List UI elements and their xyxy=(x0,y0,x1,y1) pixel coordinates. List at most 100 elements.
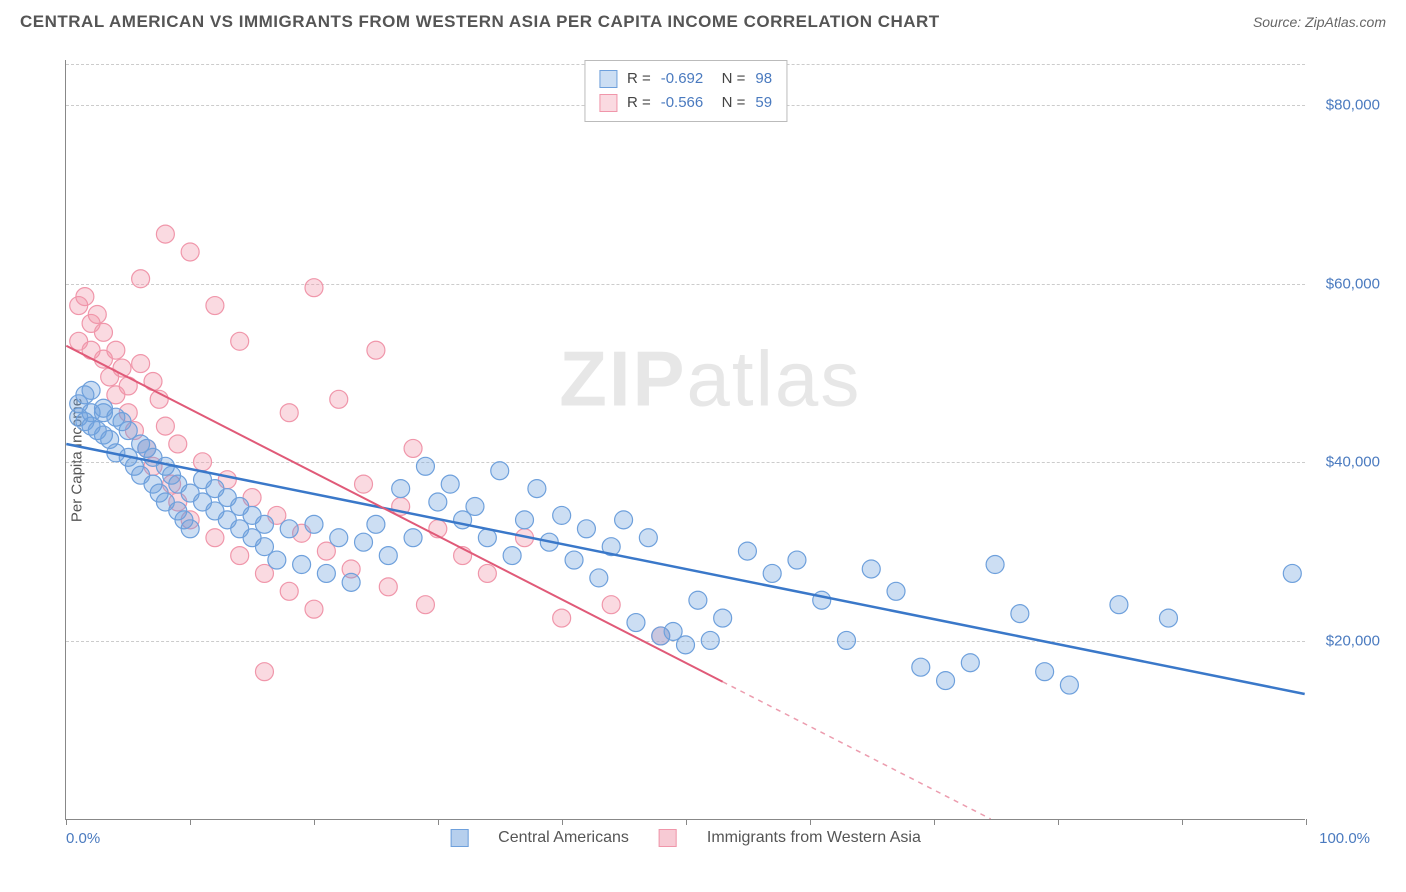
data-point xyxy=(491,462,509,480)
x-axis-min-label: 0.0% xyxy=(66,830,100,847)
data-point xyxy=(342,573,360,591)
data-point xyxy=(912,658,930,676)
data-point xyxy=(1159,609,1177,627)
data-point xyxy=(1110,596,1128,614)
data-point xyxy=(367,515,385,533)
trend-line-extrapolated xyxy=(723,682,991,819)
data-point xyxy=(305,600,323,618)
stat-row-series-2: R = -0.566 N = 59 xyxy=(599,91,772,115)
y-tick-label: $40,000 xyxy=(1326,454,1380,471)
bottom-legend: Central Americans Immigrants from Wester… xyxy=(450,829,921,847)
data-point xyxy=(305,279,323,297)
data-point xyxy=(837,631,855,649)
x-tick xyxy=(438,819,439,825)
data-point xyxy=(478,564,496,582)
x-tick xyxy=(810,819,811,825)
data-point xyxy=(887,582,905,600)
data-point xyxy=(763,564,781,582)
data-point xyxy=(181,243,199,261)
x-tick xyxy=(1182,819,1183,825)
data-point xyxy=(280,582,298,600)
data-point xyxy=(714,609,732,627)
data-point xyxy=(169,435,187,453)
data-point xyxy=(466,497,484,515)
data-point xyxy=(392,480,410,498)
data-point xyxy=(986,556,1004,574)
data-point xyxy=(416,457,434,475)
x-axis-max-label: 100.0% xyxy=(1319,830,1370,847)
data-point xyxy=(738,542,756,560)
data-point xyxy=(107,341,125,359)
data-point xyxy=(429,493,447,511)
legend-label-1: Central Americans xyxy=(498,829,629,847)
data-point xyxy=(156,417,174,435)
x-tick xyxy=(1306,819,1307,825)
data-point xyxy=(937,672,955,690)
data-point xyxy=(76,288,94,306)
x-tick xyxy=(190,819,191,825)
data-point xyxy=(689,591,707,609)
data-point xyxy=(627,614,645,632)
data-point xyxy=(615,511,633,529)
data-point xyxy=(206,297,224,315)
data-point xyxy=(961,654,979,672)
data-point xyxy=(367,341,385,359)
data-point xyxy=(677,636,695,654)
chart-source: Source: ZipAtlas.com xyxy=(1253,14,1386,30)
correlation-stat-box: R = -0.692 N = 98 R = -0.566 N = 59 xyxy=(584,60,787,122)
legend-label-2: Immigrants from Western Asia xyxy=(707,829,921,847)
swatch-series-2 xyxy=(599,94,617,112)
chart-header: CENTRAL AMERICAN VS IMMIGRANTS FROM WEST… xyxy=(0,0,1406,40)
data-point xyxy=(639,529,657,547)
data-point xyxy=(565,551,583,569)
data-point xyxy=(1283,564,1301,582)
data-point xyxy=(132,355,150,373)
x-tick xyxy=(562,819,563,825)
data-point xyxy=(181,520,199,538)
data-point xyxy=(255,663,273,681)
legend-swatch-2 xyxy=(659,829,677,847)
y-tick-label: $60,000 xyxy=(1326,275,1380,292)
data-point xyxy=(416,596,434,614)
data-point xyxy=(1060,676,1078,694)
data-point xyxy=(404,439,422,457)
data-point xyxy=(788,551,806,569)
data-point xyxy=(94,323,112,341)
chart-container: Per Capita Income ZIPatlas R = -0.692 N … xyxy=(20,50,1386,870)
legend-swatch-1 xyxy=(450,829,468,847)
data-point xyxy=(516,511,534,529)
data-point xyxy=(231,547,249,565)
data-point xyxy=(503,547,521,565)
data-point xyxy=(268,551,286,569)
data-point xyxy=(602,596,620,614)
data-point xyxy=(132,270,150,288)
data-point xyxy=(194,453,212,471)
data-point xyxy=(317,564,335,582)
plot-area: ZIPatlas R = -0.692 N = 98 R = -0.566 N … xyxy=(65,60,1305,820)
y-tick-label: $20,000 xyxy=(1326,633,1380,650)
data-point xyxy=(1011,605,1029,623)
data-point xyxy=(293,556,311,574)
data-point xyxy=(1036,663,1054,681)
x-tick xyxy=(314,819,315,825)
data-point xyxy=(330,529,348,547)
x-tick xyxy=(686,819,687,825)
data-point xyxy=(379,547,397,565)
y-tick-label: $80,000 xyxy=(1326,96,1380,113)
data-point xyxy=(441,475,459,493)
x-tick xyxy=(66,819,67,825)
data-point xyxy=(701,631,719,649)
data-point xyxy=(379,578,397,596)
data-point xyxy=(404,529,422,547)
plot-svg xyxy=(66,60,1305,819)
data-point xyxy=(280,404,298,422)
data-point xyxy=(355,533,373,551)
data-point xyxy=(305,515,323,533)
data-point xyxy=(206,529,224,547)
data-point xyxy=(82,381,100,399)
stat-row-series-1: R = -0.692 N = 98 xyxy=(599,67,772,91)
swatch-series-1 xyxy=(599,70,617,88)
data-point xyxy=(862,560,880,578)
data-point xyxy=(255,515,273,533)
x-tick xyxy=(1058,819,1059,825)
